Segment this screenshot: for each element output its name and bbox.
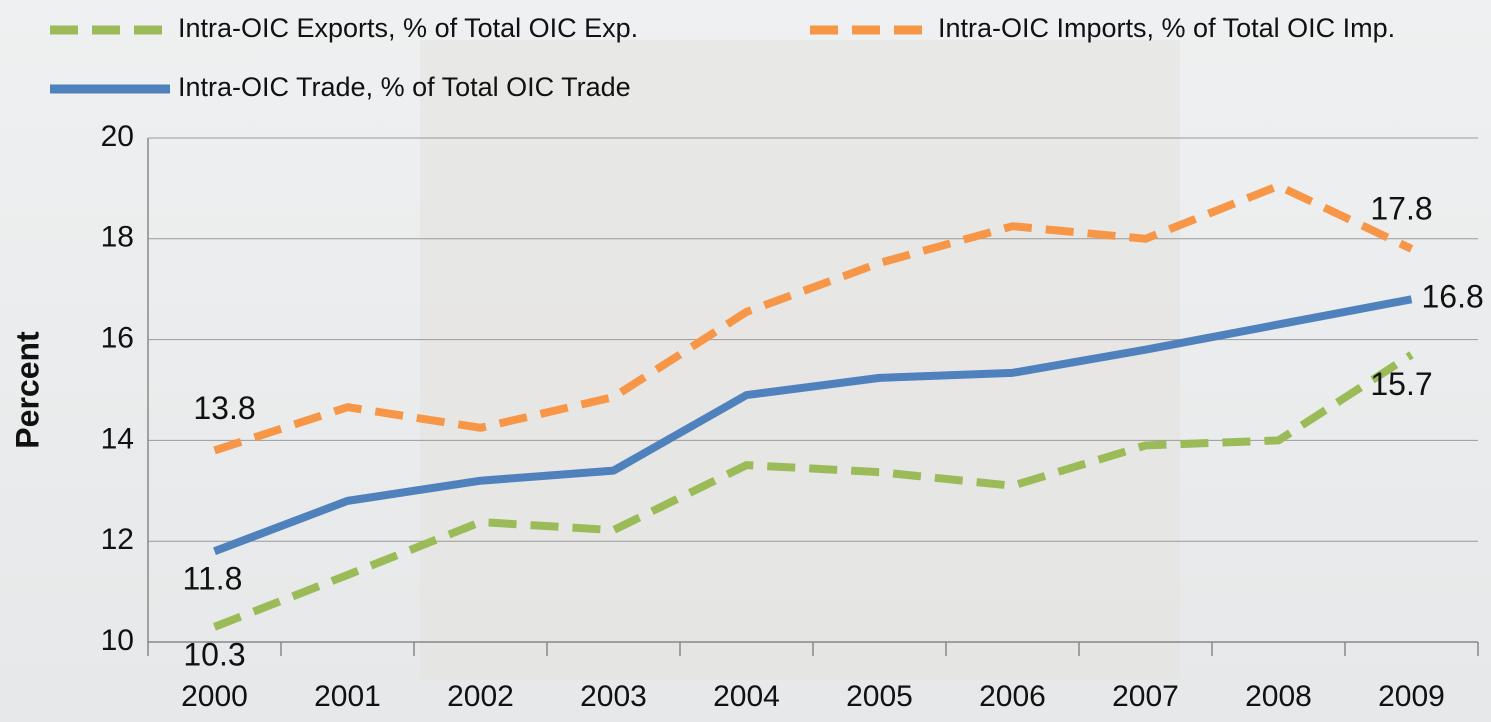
y-tick-label: 16 xyxy=(101,322,134,355)
data-label: 15.7 xyxy=(1370,366,1432,402)
x-tick-label: 2001 xyxy=(314,680,381,713)
legend-label: Intra-OIC Exports, % of Total OIC Exp. xyxy=(178,13,638,43)
y-tick-label: 10 xyxy=(101,624,134,657)
legend-label: Intra-OIC Imports, % of Total OIC Imp. xyxy=(938,13,1395,43)
y-axis-label: Percent xyxy=(9,331,45,449)
x-tick-label: 2009 xyxy=(1378,680,1445,713)
x-tick-label: 2003 xyxy=(580,680,647,713)
data-label: 17.8 xyxy=(1370,190,1432,226)
data-label: 16.8 xyxy=(1422,279,1484,315)
data-label: 11.8 xyxy=(183,561,243,597)
x-tick-label: 2008 xyxy=(1245,680,1312,713)
x-tick-label: 2000 xyxy=(181,680,248,713)
data-label: 13.8 xyxy=(193,390,255,426)
legend-label: Intra-OIC Trade, % of Total OIC Trade xyxy=(178,72,631,102)
x-tick-label: 2007 xyxy=(1112,680,1179,713)
y-tick-label: 14 xyxy=(101,422,134,455)
y-tick-label: 20 xyxy=(101,120,134,153)
y-tick-label: 18 xyxy=(101,221,134,254)
y-tick-label: 12 xyxy=(101,523,134,556)
x-tick-label: 2002 xyxy=(447,680,514,713)
background-photo xyxy=(420,40,1180,680)
x-tick-label: 2005 xyxy=(846,680,913,713)
series-line xyxy=(213,181,1414,455)
series-line xyxy=(213,351,1414,631)
x-tick-label: 2004 xyxy=(713,680,780,713)
series-line xyxy=(213,295,1413,556)
x-tick-label: 2006 xyxy=(979,680,1046,713)
data-label: 10.3 xyxy=(183,636,245,672)
